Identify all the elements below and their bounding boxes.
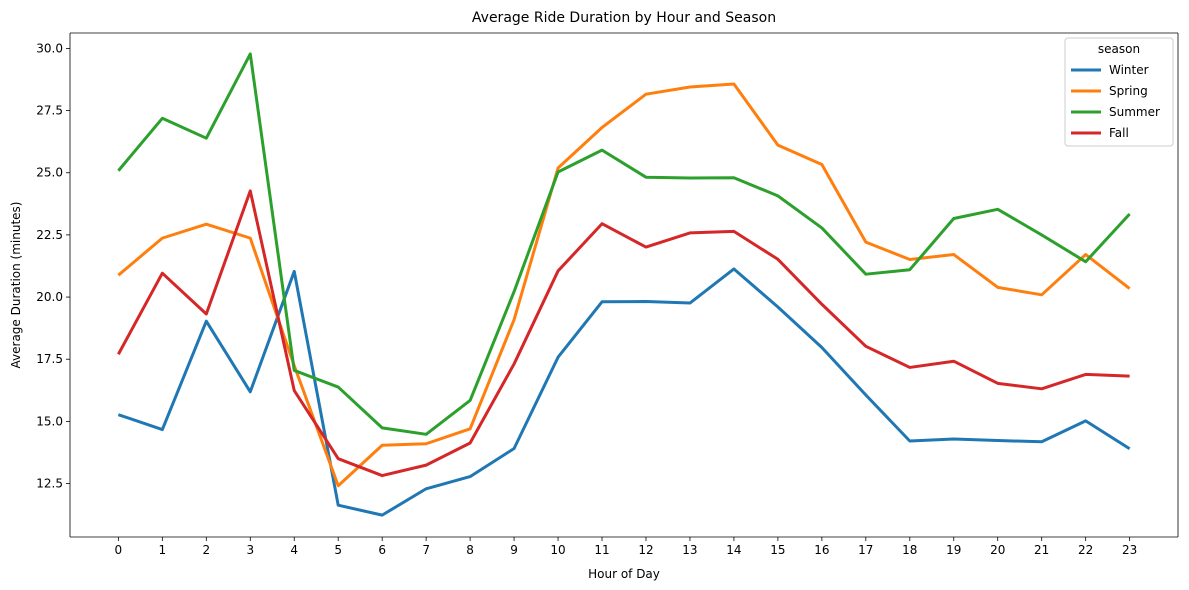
x-tick-label: 2 xyxy=(202,543,210,557)
y-tick-label: 17.5 xyxy=(36,352,63,366)
series-line-fall xyxy=(117,189,1130,478)
legend-title: season xyxy=(1098,42,1140,56)
x-tick-label: 21 xyxy=(1034,543,1049,557)
x-tick-label: 12 xyxy=(638,543,653,557)
x-tick-label: 3 xyxy=(246,543,254,557)
x-tick-label: 15 xyxy=(770,543,785,557)
x-tick-label: 4 xyxy=(290,543,298,557)
y-tick-label: 30.0 xyxy=(36,41,63,55)
x-tick-label: 5 xyxy=(334,543,342,557)
legend-frame xyxy=(1064,37,1174,147)
y-tick-label: 15.0 xyxy=(36,414,63,428)
legend-label-spring: Spring xyxy=(1109,84,1148,98)
legend: season Winter Spring Summer Fall xyxy=(1064,37,1174,147)
x-tick-label: 7 xyxy=(422,543,430,557)
x-tick-label: 1 xyxy=(159,543,167,557)
x-tick-label: 8 xyxy=(466,543,474,557)
x-tick-label: 10 xyxy=(550,543,565,557)
plot-area xyxy=(70,33,1178,537)
x-tick-label: 23 xyxy=(1122,543,1137,557)
legend-label-summer: Summer xyxy=(1109,105,1160,119)
series-line-winter xyxy=(117,267,1131,517)
y-tick-label: 25.0 xyxy=(36,166,63,180)
x-tick-label: 9 xyxy=(510,543,518,557)
x-tick-label: 22 xyxy=(1078,543,1093,557)
legend-label-winter: Winter xyxy=(1109,63,1149,77)
x-tick-label: 20 xyxy=(990,543,1005,557)
x-axis-ticks: 0 1 2 3 4 5 6 7 8 9 10 11 12 13 14 15 16 17 18 19 20 21 22 23 xyxy=(115,537,1137,557)
axes-layer xyxy=(69,32,1179,538)
chart-title: Average Ride Duration by Hour and Season xyxy=(472,10,776,26)
x-tick-label: 16 xyxy=(814,543,829,557)
y-tick-label: 27.5 xyxy=(36,104,63,118)
x-tick-label: 0 xyxy=(115,543,123,557)
y-tick-label: 12.5 xyxy=(36,477,63,491)
x-tick-label: 19 xyxy=(946,543,961,557)
y-tick-label: 20.0 xyxy=(36,290,63,304)
series-line-summer xyxy=(117,52,1131,436)
y-axis-label: Average Duration (minutes) xyxy=(9,202,23,369)
x-axis-label: Hour of Day xyxy=(588,567,660,581)
y-axis-ticks: 12.5 15.0 17.5 20.0 22.5 25.0 27.5 30.0 xyxy=(36,41,70,491)
legend-items: Winter Spring Summer Fall xyxy=(1071,63,1160,140)
x-tick-label: 18 xyxy=(902,543,917,557)
x-tick-label: 13 xyxy=(682,543,697,557)
x-tick-label: 11 xyxy=(594,543,609,557)
series-line-spring xyxy=(117,82,1131,488)
legend-label-fall: Fall xyxy=(1109,126,1129,140)
x-tick-label: 6 xyxy=(378,543,386,557)
y-tick-label: 22.5 xyxy=(36,228,63,242)
x-tick-label: 17 xyxy=(858,543,873,557)
x-tick-label: 14 xyxy=(726,543,741,557)
series-layer xyxy=(117,52,1131,517)
